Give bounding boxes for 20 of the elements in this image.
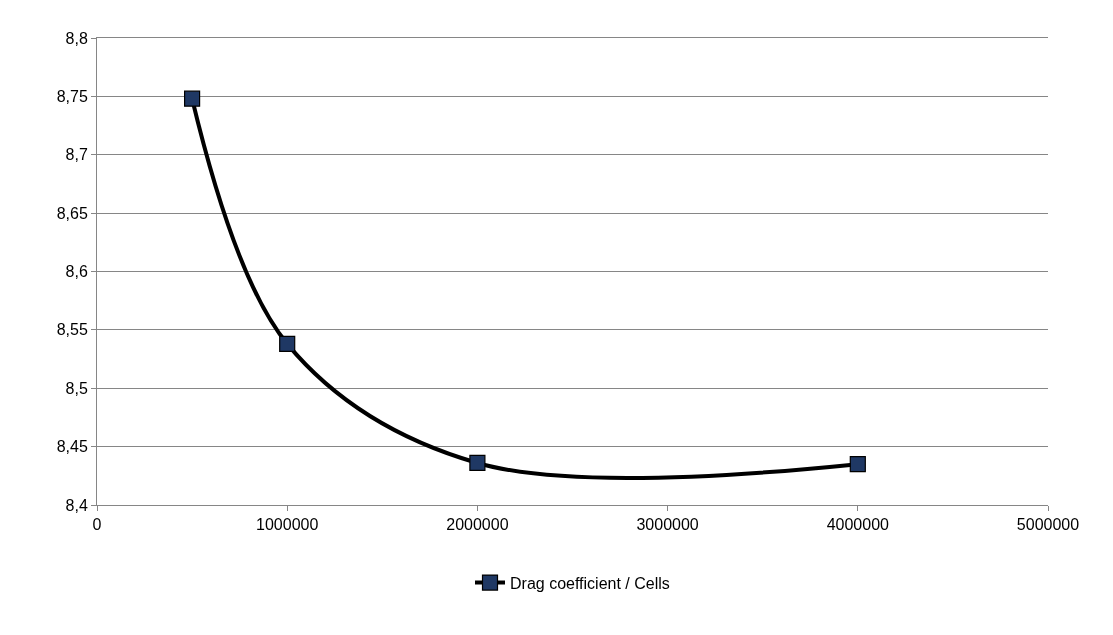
x-tick-label: 0 [92, 516, 102, 534]
x-tick-label: 3000000 [636, 516, 699, 534]
point [849, 456, 866, 473]
point [469, 454, 486, 472]
y-tick-label: 8,65 [56, 204, 88, 222]
y-tick-label: 8,5 [65, 379, 88, 397]
y-tick-label: 8,7 [65, 146, 88, 164]
y-tick-label: 8,8 [65, 29, 88, 47]
y-tick-label: 8,4 [65, 496, 88, 514]
legend-label: Drag coefficient / Cells [510, 574, 670, 592]
x-tick-label: 1000000 [256, 516, 319, 534]
y-tick-label: 8,75 [56, 87, 88, 105]
x-tick-label: 5000000 [1016, 516, 1080, 534]
y-tick-label: 8,6 [65, 263, 88, 281]
y-tick-label: 8,45 [56, 438, 88, 456]
y-tick-label: 8,55 [56, 321, 88, 339]
point [279, 335, 296, 352]
point [184, 90, 201, 107]
x-tick-label: 4000000 [826, 516, 890, 534]
x-tick-label: 2000000 [446, 516, 509, 534]
